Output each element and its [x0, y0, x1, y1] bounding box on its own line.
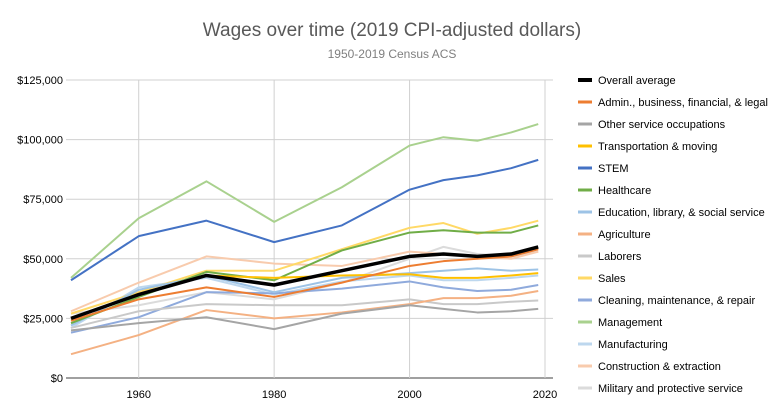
- legend-item: Other service occupations: [578, 119, 726, 131]
- legend-item: Manufacturing: [578, 339, 668, 351]
- legend-label: Cleaning, maintenance, & repair: [598, 295, 755, 307]
- x-tick-label: 1980: [262, 389, 286, 401]
- legend-label: Agriculture: [598, 229, 651, 241]
- y-tick-label: $100,000: [17, 135, 63, 147]
- legend-label: Management: [598, 317, 662, 329]
- legend-item: Military and protective service: [578, 383, 743, 395]
- chart-subtitle: 1950-2019 Census ACS: [328, 47, 457, 61]
- series-line-management: [70, 123, 539, 279]
- legend-item: Overall average: [578, 75, 676, 87]
- legend-label: Admin., business, financial, & legal: [598, 97, 768, 109]
- series-line-agriculture: [70, 289, 539, 356]
- chart-title: Wages over time (2019 CPI-adjusted dolla…: [203, 20, 581, 41]
- series-line-manufacturing: [70, 274, 539, 329]
- series-line-overall-average: [70, 245, 539, 321]
- legend-item: Transportation & moving: [578, 141, 717, 153]
- legend-item: Education, library, & social service: [578, 207, 765, 219]
- series-line-laborers: [70, 298, 539, 329]
- series-line-admin-business-financial-legal: [70, 248, 539, 322]
- y-tick-label: $25,000: [23, 313, 63, 325]
- legend-label: Other service occupations: [598, 119, 726, 131]
- legend-item: Agriculture: [578, 229, 651, 241]
- legend-item: Cleaning, maintenance, & repair: [578, 295, 755, 307]
- series-line-stem: [70, 158, 539, 282]
- legend-label: Sales: [598, 273, 626, 285]
- series-line-healthcare: [70, 224, 539, 325]
- legend-label: Overall average: [598, 75, 676, 87]
- legend-label: Healthcare: [598, 185, 651, 197]
- x-tick-label: 1960: [126, 389, 150, 401]
- legend-label: Education, library, & social service: [598, 207, 765, 219]
- x-tick-label: 2020: [533, 389, 557, 401]
- y-tick-label: $75,000: [23, 194, 63, 206]
- legend-item: Healthcare: [578, 185, 651, 197]
- legend-item: Admin., business, financial, & legal: [578, 97, 768, 109]
- legend-item: Laborers: [578, 251, 642, 263]
- legend-label: Transportation & moving: [598, 141, 717, 153]
- legend-item: Sales: [578, 273, 626, 285]
- y-tick-label: $50,000: [23, 254, 63, 266]
- y-tick-label: $0: [51, 373, 63, 385]
- legend-label: Military and protective service: [598, 383, 743, 395]
- series-line-sales: [70, 219, 539, 315]
- legend-item: STEM: [578, 163, 629, 175]
- legend-item: Construction & extraction: [578, 361, 721, 373]
- legend-label: Construction & extraction: [598, 361, 721, 373]
- legend-label: STEM: [598, 163, 629, 175]
- legend-item: Management: [578, 317, 662, 329]
- series-line-other-service-occupations: [70, 304, 539, 332]
- series-line-cleaning-maintenance-repair: [70, 280, 539, 334]
- legend-label: Laborers: [598, 251, 642, 263]
- x-tick-label: 2000: [397, 389, 421, 401]
- y-tick-label: $125,000: [17, 75, 63, 87]
- legend-label: Manufacturing: [598, 339, 668, 351]
